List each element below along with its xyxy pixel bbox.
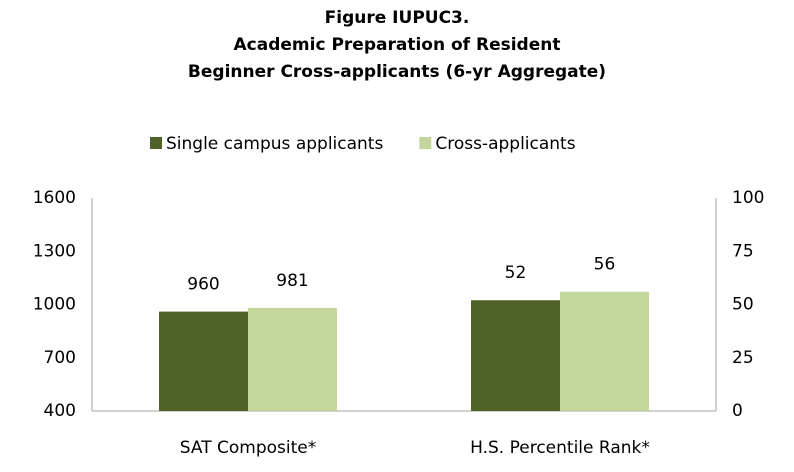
y-tick-label: 1600 (33, 188, 76, 208)
chart-title: Figure IUPUC3. (325, 8, 470, 28)
y-tick-label: 400 (44, 401, 76, 421)
legend-label: Cross-applicants (435, 134, 575, 154)
x-tick-label: SAT Composite* (180, 438, 316, 458)
y2-tick-label: 75 (732, 241, 754, 261)
value-label: 52 (505, 263, 527, 283)
bar (560, 291, 649, 411)
y-tick-label: 1000 (33, 295, 76, 315)
y-tick-label: 1300 (33, 241, 76, 261)
y2-tick-label: 50 (732, 295, 754, 315)
legend-label: Single campus applicants (166, 134, 383, 154)
x-tick-label: H.S. Percentile Rank* (470, 438, 650, 458)
chart-title: Beginner Cross-applicants (6-yr Aggregat… (188, 62, 606, 82)
bar (471, 300, 560, 411)
chart-title: Academic Preparation of Resident (234, 35, 561, 55)
legend-swatch (150, 137, 162, 149)
y2-tick-label: 25 (732, 348, 754, 368)
bar (248, 307, 337, 411)
value-label: 981 (276, 271, 308, 291)
value-label: 56 (594, 255, 616, 275)
legend-swatch (419, 137, 432, 149)
y2-tick-label: 100 (732, 188, 764, 208)
y2-tick-label: 0 (732, 401, 743, 421)
value-label: 960 (187, 275, 219, 295)
bar (159, 311, 248, 411)
y-tick-label: 700 (44, 348, 76, 368)
